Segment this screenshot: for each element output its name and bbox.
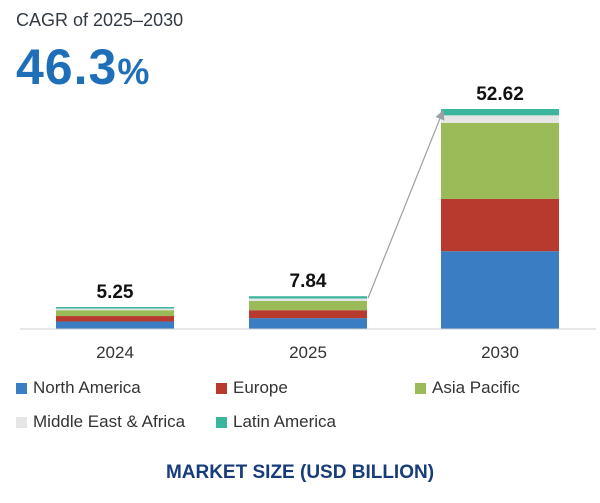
bar-segment-2030-middle-east-africa — [441, 115, 559, 123]
legend-swatch — [216, 382, 227, 394]
cagr-number: 46.3 — [16, 39, 118, 95]
legend-item-middle-east-africa: Middle East & Africa — [16, 412, 185, 432]
bar-segment-2030-north-america — [441, 251, 559, 329]
legend-label: Europe — [233, 378, 288, 397]
total-label-2024: 5.25 — [97, 282, 134, 303]
category-label-2025: 2025 — [289, 343, 327, 362]
bar-segment-2025-europe — [249, 310, 367, 319]
cagr-value: 46.3% — [16, 38, 150, 96]
bar-segment-2025-north-america — [249, 318, 367, 329]
growth-arrow — [367, 109, 445, 299]
legend-label: Latin America — [233, 412, 336, 431]
bar-segment-2024-asia-pacific — [56, 310, 174, 317]
bar-segment-2024-middle-east-africa — [56, 308, 174, 311]
legend-item-europe: Europe — [216, 378, 288, 398]
legend-label: North America — [33, 378, 141, 397]
bar-segment-2030-latin-america — [441, 109, 559, 116]
legend-swatch — [16, 416, 27, 428]
total-label-2025: 7.84 — [290, 271, 327, 292]
bar-segment-2025-middle-east-africa — [249, 298, 367, 301]
legend-label: Asia Pacific — [432, 378, 520, 397]
bar-segment-2030-europe — [441, 198, 559, 252]
legend-swatch — [16, 382, 27, 394]
bar-segment-2025-asia-pacific — [249, 300, 367, 311]
legend-swatch — [216, 416, 227, 428]
legend-item-asia-pacific: Asia Pacific — [415, 378, 520, 398]
legend-item-latin-america: Latin America — [216, 412, 336, 432]
total-label-2030: 52.62 — [476, 84, 524, 105]
cagr-unit: % — [117, 51, 151, 92]
bar-segment-2024-latin-america — [56, 307, 174, 309]
legend-item-north-america: North America — [16, 378, 141, 398]
x-axis-title: MARKET SIZE (USD BILLION) — [165, 462, 435, 483]
bar-segment-2024-europe — [56, 316, 174, 322]
bar-segment-2025-latin-america — [249, 296, 367, 299]
legend-swatch — [415, 382, 426, 394]
category-label-2024: 2024 — [96, 343, 134, 362]
bar-segment-2030-asia-pacific — [441, 122, 559, 199]
legend-label: Middle East & Africa — [33, 412, 186, 431]
bar-segment-2024-north-america — [56, 321, 174, 329]
cagr-label: CAGR of 2025–2030 — [16, 10, 184, 30]
category-label-2030: 2030 — [481, 343, 519, 362]
